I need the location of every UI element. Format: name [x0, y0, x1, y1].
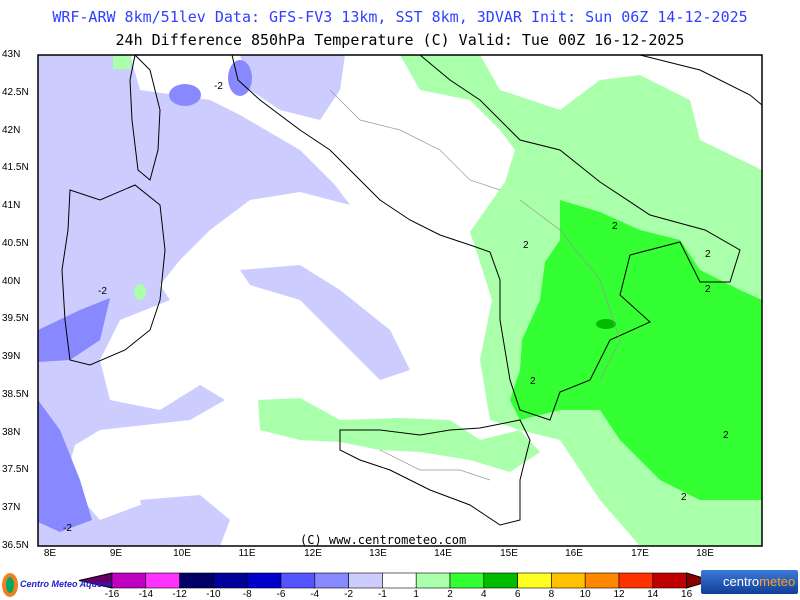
colorbar-tick-label: 1	[413, 589, 419, 600]
contour-label: 2	[681, 492, 687, 503]
lat-label: 40N	[2, 276, 21, 287]
colorbar-swatch	[111, 572, 147, 589]
lat-label: 37N	[2, 502, 21, 513]
contour-label: 2	[705, 284, 711, 295]
colorbar-tick-label: -4	[310, 589, 320, 600]
lat-label: 42N	[2, 125, 21, 136]
centro-meteo-aquese-logo: Centro Meteo Aquese	[0, 570, 112, 600]
colorbar-swatch	[280, 572, 316, 589]
lon-label: 10E	[173, 548, 191, 559]
colorbar-tick-label: 6	[514, 589, 521, 600]
colorbar-tick-label: 2	[447, 589, 453, 600]
right-logo-text-a: centro	[723, 574, 760, 589]
contour-label: 2	[523, 240, 529, 251]
lat-label: 42.5N	[2, 87, 29, 98]
colorbar-high-arrow	[686, 572, 714, 589]
copyright-text: (C) www.centrometeo.com	[300, 533, 467, 547]
contour-label: -2	[63, 523, 72, 534]
colorbar-tick-label: 14	[647, 589, 659, 600]
lat-label: 40.5N	[2, 238, 29, 249]
coastlines	[61, 55, 762, 526]
colorbar-swatch	[449, 572, 485, 589]
model-info-title: WRF-ARW 8km/51lev Data: GFS-FV3 13km, SS…	[52, 8, 748, 26]
lon-label: 13E	[369, 548, 387, 559]
lat-label: 39N	[2, 351, 21, 362]
lat-label: 37.5N	[2, 464, 29, 475]
colorbar-swatch	[246, 572, 282, 589]
colorbar	[78, 572, 714, 589]
colorbar-swatch	[145, 572, 180, 589]
colorbar-tick-label: -10	[206, 589, 221, 600]
contour-label: 2	[705, 249, 711, 260]
colorbar-swatch	[551, 572, 586, 589]
colorbar-tick-label: 8	[548, 589, 555, 600]
centrometeo-logo: centrometeo	[701, 570, 798, 594]
colorbar-tick-label: -12	[172, 589, 187, 600]
green-shading	[510, 200, 762, 500]
right-logo-text-b: meteo	[759, 574, 796, 589]
colorbar-tick-label: -8	[242, 589, 252, 600]
left-logo-text: Centro Meteo Aquese	[20, 579, 113, 589]
lon-label: 11E	[238, 548, 256, 559]
lon-label: 16E	[565, 548, 583, 559]
lon-label: 15E	[500, 548, 518, 559]
logo-emblem-icon	[2, 573, 18, 597]
colorbar-swatch	[314, 572, 349, 589]
lat-label: 36.5N	[2, 540, 29, 551]
lat-label: 41N	[2, 200, 21, 211]
lon-label: 17E	[631, 548, 649, 559]
colorbar-swatch	[348, 572, 383, 589]
colorbar-swatch	[517, 572, 552, 589]
colorbar-tick-label: 4	[481, 589, 487, 600]
dark-green-patch	[596, 319, 616, 329]
contour-label: -2	[214, 81, 223, 92]
colorbar-tick-label: 12	[613, 589, 625, 600]
lat-label: 39.5N	[2, 313, 29, 324]
colorbar-tick-label: -16	[104, 589, 120, 600]
contour-label: -2	[98, 286, 107, 297]
colorbar-swatch	[483, 572, 518, 589]
colorbar-tick-label: -2	[344, 589, 354, 600]
contour-label: 2	[530, 376, 536, 387]
lon-label: 8E	[43, 548, 57, 559]
colorbar-swatch	[415, 572, 451, 589]
map-frame	[37, 54, 763, 547]
lat-label: 41.5N	[2, 162, 29, 173]
mid-blue-shading	[38, 60, 252, 532]
contour-label: 2	[612, 221, 618, 232]
lat-label: 43N	[2, 49, 21, 60]
colorbar-tick-label: -6	[276, 589, 286, 600]
contour-label: 2	[723, 430, 729, 441]
lon-label: 14E	[434, 548, 452, 559]
colorbar-swatch	[584, 572, 620, 589]
lon-label: 9E	[109, 548, 123, 559]
colorbar-swatch	[179, 572, 214, 589]
colorbar-swatch	[213, 572, 248, 589]
lat-label: 38.5N	[2, 389, 29, 400]
colorbar-tick-label: 10	[579, 589, 591, 600]
colorbar-swatch	[618, 572, 654, 589]
colorbar-tick-label: -14	[138, 589, 154, 600]
lon-label: 12E	[304, 548, 322, 559]
colorbar-swatch	[382, 572, 417, 589]
lavender-shading	[38, 55, 410, 546]
lat-label: 38N	[2, 427, 21, 438]
lon-label: 18E	[696, 548, 714, 559]
chart-title: 24h Difference 850hPa Temperature (C) Va…	[115, 31, 685, 49]
region-borders	[329, 89, 621, 481]
colorbar-tick-label: -1	[377, 589, 387, 600]
colorbar-swatch	[652, 572, 687, 589]
colorbar-tick-label: 16	[681, 589, 693, 600]
